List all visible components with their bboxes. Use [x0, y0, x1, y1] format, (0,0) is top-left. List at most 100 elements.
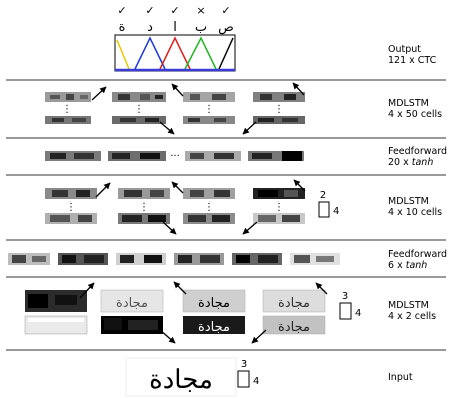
layer-label-mdlstm-50: MDLSTM 4 x 50 cells — [388, 98, 442, 120]
layer-name: MDLSTM — [388, 196, 429, 207]
activation-map — [185, 151, 241, 161]
arrow — [173, 281, 187, 295]
activation-map: ⋮ — [253, 92, 305, 124]
layer-detail: 121 x CTC — [388, 55, 437, 66]
activation-map: ⋮ — [45, 92, 91, 124]
layer-detail: 4 x 2 cells — [388, 311, 437, 322]
activation-map: ⋮ — [45, 188, 97, 224]
subsample-width: 4 — [333, 206, 339, 217]
output-mark: ✓ — [170, 4, 179, 17]
vertical-ellipsis: ⋮ — [274, 104, 284, 115]
activation-map: ⋮ — [112, 92, 166, 124]
activation-map: مجادة مجادة — [182, 289, 246, 335]
input-word: مجادة — [149, 365, 213, 395]
arrow — [315, 282, 328, 295]
subsample-height: 3 — [241, 359, 247, 370]
layer-label-output: Output 121 x CTC — [388, 44, 436, 66]
output-curve-4 — [184, 36, 217, 70]
layer-label-feedforward-20: Feedforward 20 x tanh — [388, 146, 447, 168]
subsample-width: 4 — [253, 376, 259, 387]
activation-map: ⋮ — [118, 188, 170, 224]
mdlstm-10-layer: ⋮ ⋮ ⋮ ⋮ 2 4 — [45, 188, 339, 224]
vertical-ellipsis: ⋮ — [204, 202, 214, 213]
arrow — [251, 329, 267, 344]
subsample-width: 4 — [355, 308, 361, 319]
subsample-box — [318, 201, 330, 218]
input-word-trace: مجادة — [198, 320, 230, 335]
vertical-ellipsis: ⋮ — [204, 104, 214, 115]
arrow — [171, 181, 184, 194]
activation-map — [108, 151, 166, 161]
feedforward-6-layer — [8, 253, 340, 265]
layer-name: Feedforward — [388, 249, 448, 260]
input-layer: مجادة 3 4 — [125, 357, 259, 397]
output-char: ص — [218, 20, 234, 35]
arrow — [91, 86, 107, 101]
output-mark: ✓ — [117, 4, 126, 17]
subsample-block: 2 4 — [318, 190, 339, 218]
ellipsis: ··· — [170, 151, 180, 162]
arrow — [159, 329, 176, 344]
mdlstm-50-layer: ⋮ ⋮ ⋮ ⋮ — [45, 92, 305, 124]
arrow — [162, 221, 177, 235]
mdlstm-2-layer: مجادة مجادة مجادة مجادة مجادة 3 4 — [24, 289, 361, 335]
activation-map: مجادة — [100, 289, 164, 334]
arrow — [292, 82, 305, 96]
output-mark: ✓ — [221, 4, 230, 17]
output-curve-2 — [134, 36, 166, 70]
activation-map: مجادة مجادة — [262, 289, 326, 335]
activation-map — [248, 151, 304, 161]
output-char: د — [147, 20, 153, 35]
direction-arrows — [79, 82, 328, 344]
subsample-height: 3 — [342, 291, 348, 302]
output-char: ا — [173, 20, 177, 35]
vertical-ellipsis: ⋮ — [274, 202, 284, 213]
layer-label-mdlstm-10: MDLSTM 4 x 10 cells — [388, 196, 442, 218]
layer-name: MDLSTM — [388, 98, 429, 109]
layer-detail: 4 x 10 cells — [388, 207, 443, 218]
activation-map — [45, 151, 101, 161]
layer-label-mdlstm-2: MDLSTM 4 x 2 cells — [388, 300, 436, 322]
layer-name: Feedforward — [388, 146, 448, 157]
subsample-block: 3 4 — [339, 291, 361, 320]
subsample-height: 2 — [320, 190, 326, 201]
activation-map: ⋮ — [253, 188, 305, 224]
arrow — [171, 83, 184, 97]
output-mark: × — [196, 4, 205, 17]
vertical-ellipsis: ⋮ — [134, 104, 144, 115]
output-layer: ✓ ✓ ✓ × ✓ ة د ا ب ص — [114, 4, 236, 72]
layer-name: Output — [388, 44, 421, 55]
arrow — [242, 121, 257, 135]
input-word-trace: مجادة — [278, 296, 310, 311]
feedforward-20-layer: ··· — [45, 151, 304, 162]
activation-map: ⋮ — [183, 188, 235, 224]
output-mark: ✓ — [145, 4, 154, 17]
vertical-ellipsis: ⋮ — [62, 104, 72, 115]
output-curve-1 — [116, 39, 130, 70]
subsample-box — [339, 302, 352, 320]
layer-name: MDLSTM — [388, 300, 429, 311]
subsample-box — [237, 370, 250, 388]
activation-map — [24, 290, 88, 335]
layer-label-feedforward-6: Feedforward 6 x tanh — [388, 249, 447, 271]
output-char: ب — [195, 20, 207, 35]
layer-label-input: Input — [388, 372, 413, 383]
input-word-trace: مجادة — [278, 320, 310, 335]
arrow — [293, 179, 306, 192]
layer-detail: 20 x tanh — [388, 157, 434, 168]
output-curve-5 — [218, 37, 234, 70]
input-word-trace: مجادة — [116, 296, 148, 311]
output-curve-3 — [159, 36, 191, 70]
output-char: ة — [119, 20, 126, 35]
vertical-ellipsis: ⋮ — [139, 202, 149, 213]
vertical-ellipsis: ⋮ — [66, 202, 76, 213]
arrow — [79, 282, 95, 299]
arrow — [242, 221, 258, 235]
layer-separators — [6, 79, 446, 351]
input-image — [125, 357, 237, 397]
activation-map: ⋮ — [183, 92, 235, 124]
layer-detail: 6 x tanh — [388, 260, 428, 271]
arrow — [159, 121, 175, 135]
arrow — [95, 182, 111, 198]
